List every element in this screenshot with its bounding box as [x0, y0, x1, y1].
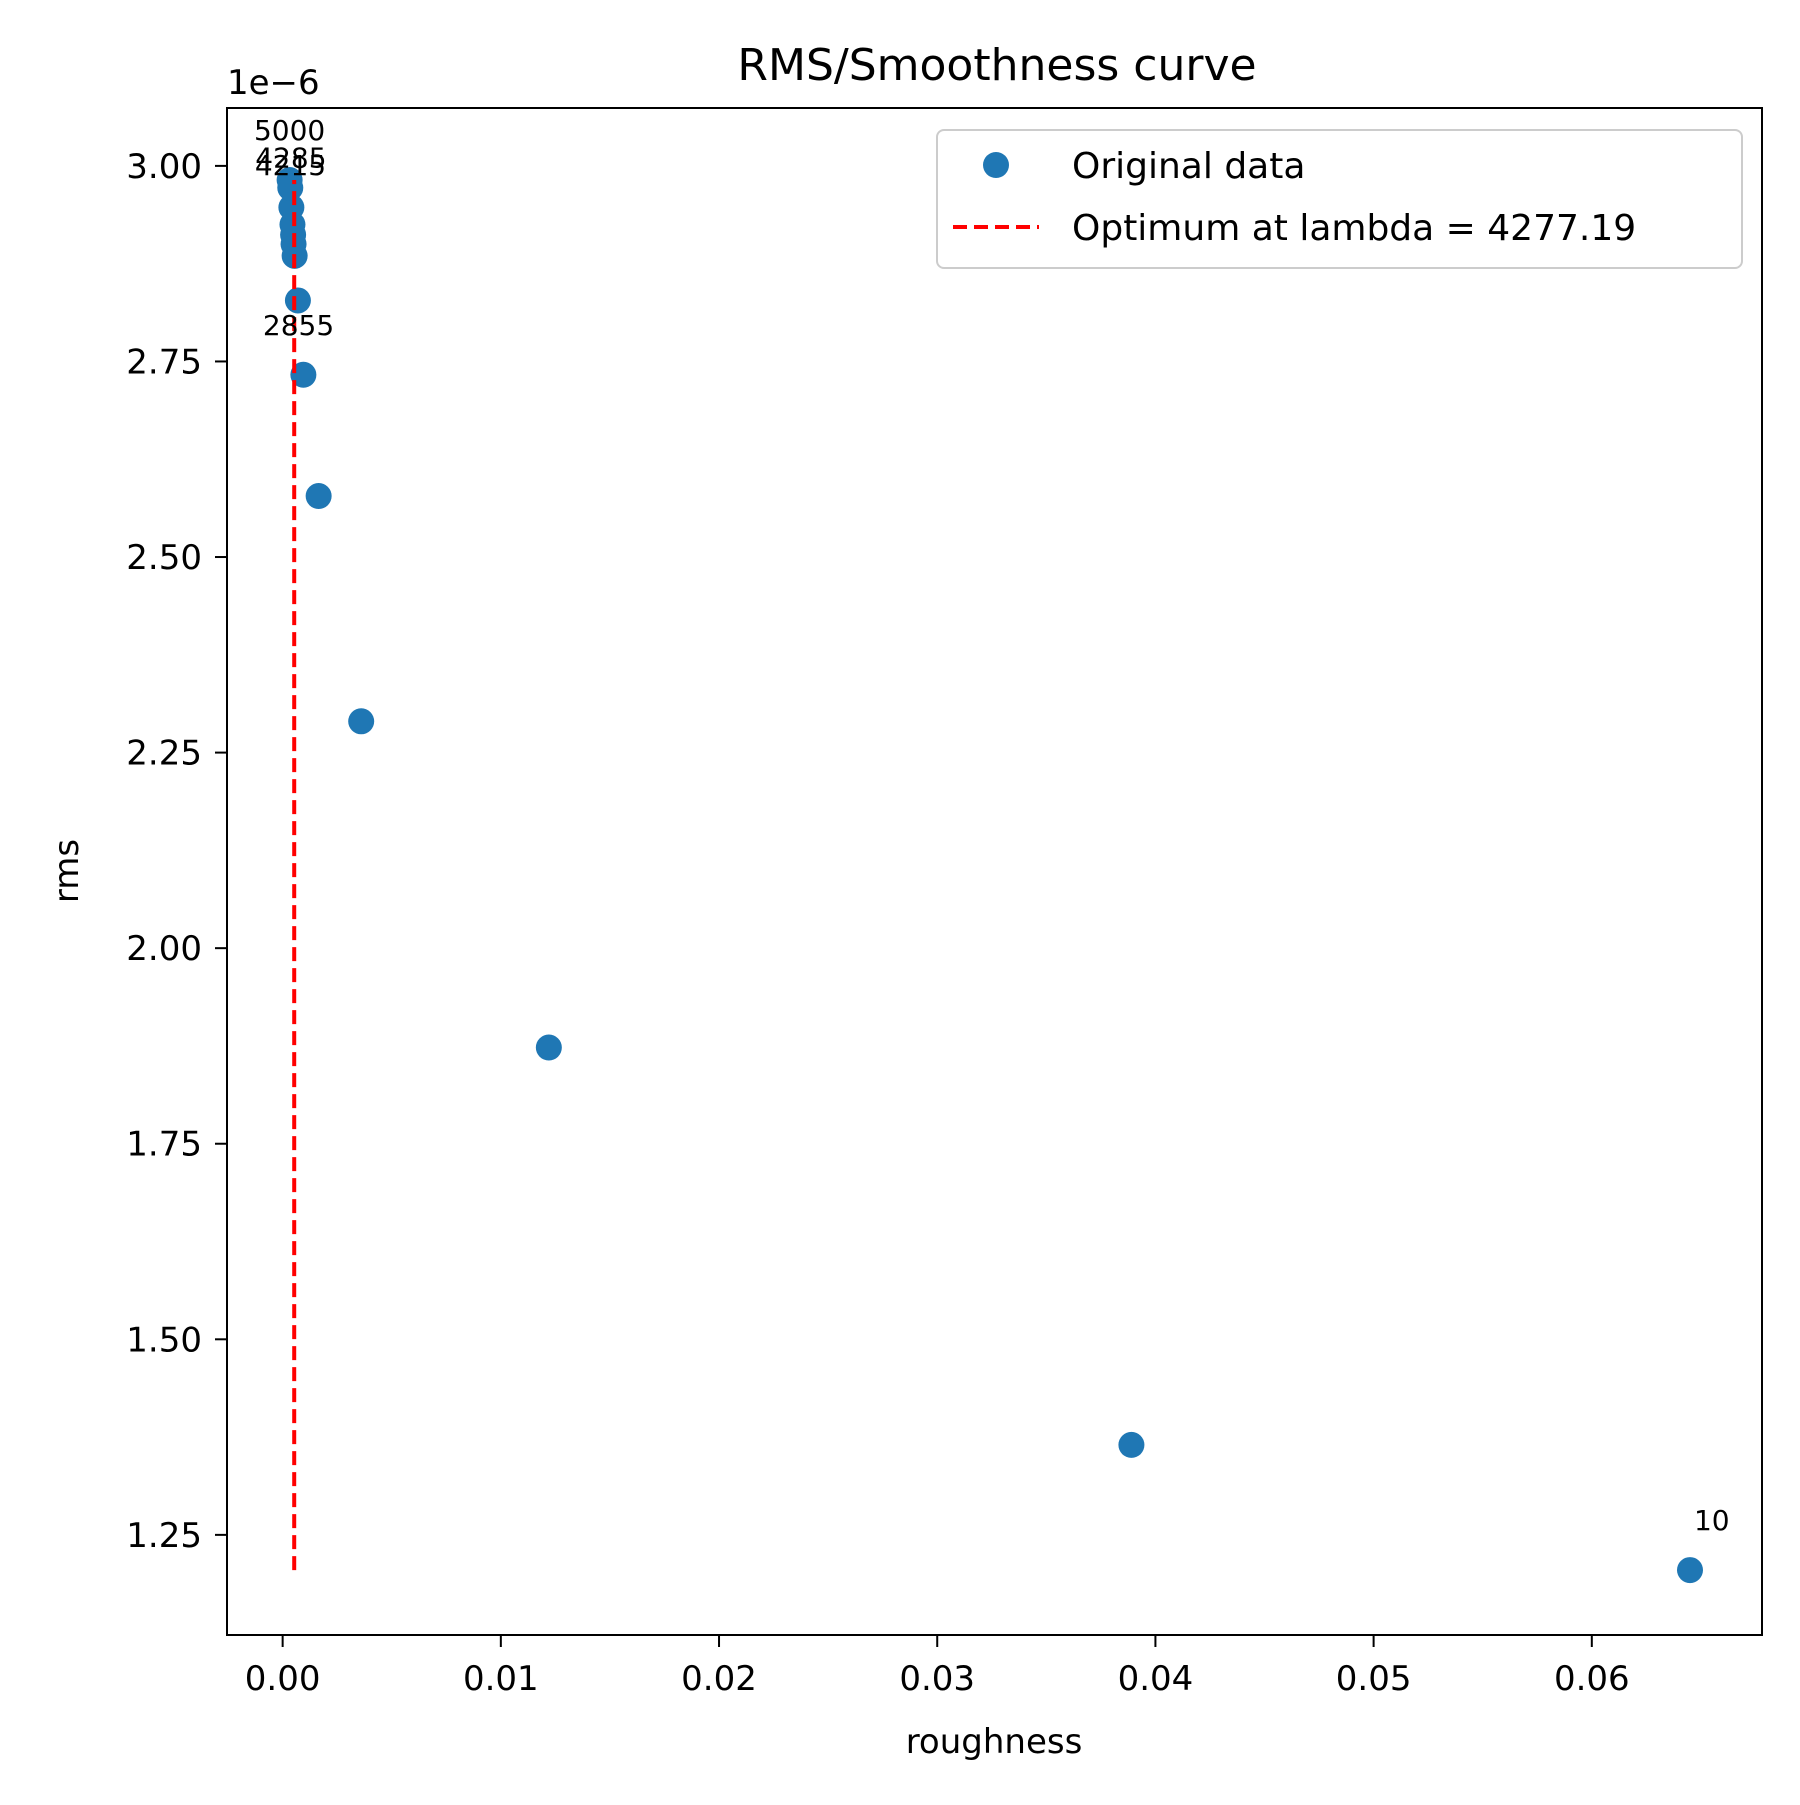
legend-label-original-data: Original data: [1072, 146, 1305, 187]
data-point: [278, 194, 305, 221]
legend-label-optimum: Optimum at lambda = 4277.19: [1072, 208, 1636, 249]
y-tick-label: 2.00: [126, 929, 202, 969]
point-annotation: 10: [1694, 1504, 1730, 1537]
y-tick-label: 1.75: [126, 1125, 202, 1165]
y-tick-label: 3.00: [126, 147, 202, 187]
y-tick-label: 1.50: [126, 1320, 202, 1360]
legend: Original data Optimum at lambda = 4277.1…: [936, 129, 1743, 269]
axes-frame: [226, 107, 1763, 1636]
x-tick-label: 0.03: [899, 1659, 975, 1699]
x-tick-label: 0.01: [463, 1659, 539, 1699]
chart-title: RMS/Smoothness curve: [737, 40, 1256, 91]
x-tick-label: 0.02: [681, 1659, 757, 1699]
x-tick-label: 0.05: [1336, 1659, 1412, 1699]
legend-marker-original-data: [983, 152, 1009, 178]
data-point: [305, 483, 332, 510]
legend-box: [936, 129, 1743, 269]
x-axis-label: roughness: [906, 1722, 1083, 1762]
data-point: [348, 708, 375, 735]
x-axis: 0.00 0.01 0.02 0.03 0.04 0.05 0.06: [245, 1635, 1630, 1699]
y-tick-label: 1.25: [126, 1516, 202, 1556]
x-tick-label: 0.04: [1118, 1659, 1194, 1699]
point-annotation: 5000: [254, 114, 325, 147]
data-point: [535, 1034, 562, 1061]
data-point: [284, 287, 311, 314]
data-point: [276, 166, 303, 193]
point-annotation: 4215: [255, 149, 326, 182]
y-axis: 1.25 1.50 1.75 2.00 2.25 2.50 2.75 3.00: [126, 147, 227, 1556]
y-tick-label: 2.50: [126, 538, 202, 578]
point-annotation: 2855: [263, 309, 334, 342]
x-tick-label: 0.06: [1554, 1659, 1630, 1699]
y-tick-label: 2.25: [126, 734, 202, 774]
y-axis-label: rms: [47, 839, 87, 903]
data-point: [1118, 1431, 1145, 1458]
x-tick-label: 0.00: [245, 1659, 321, 1699]
y-tick-label: 2.75: [126, 342, 202, 382]
data-point: [1676, 1557, 1703, 1584]
y-axis-offset-label: 1e−6: [227, 63, 320, 103]
data-point: [290, 361, 317, 388]
point-annotation: 4285: [255, 141, 326, 174]
